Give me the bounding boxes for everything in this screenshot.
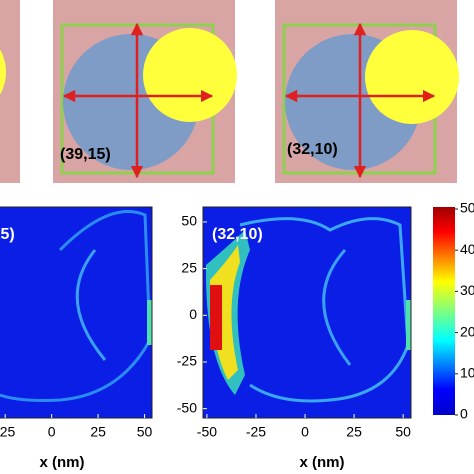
x-tick-label: -50 <box>197 424 217 440</box>
colorbar-tick-label: 0 <box>460 406 468 422</box>
x-tick-label: 0 <box>48 424 56 440</box>
x-axis-label: x (nm) <box>300 454 345 471</box>
y-tick-label: 0 <box>189 306 197 322</box>
x-tick-label: -25 <box>0 424 16 440</box>
colorbar <box>433 207 455 415</box>
plot-frame <box>202 206 412 419</box>
x-axis-label: x (nm) <box>40 454 85 471</box>
colorbar-tick-label: 50 <box>460 200 474 216</box>
x-tick-label: -25 <box>246 424 266 440</box>
y-tick-label: -50 <box>177 399 197 415</box>
schematic-label: (32,10) <box>287 141 338 158</box>
x-tick-label: 25 <box>346 424 362 440</box>
colorbar-tick-label: 20 <box>460 323 474 339</box>
heatmap-label: (39,15) <box>0 226 15 243</box>
y-tick-label: 25 <box>181 259 197 275</box>
colorbar-tick-label: 30 <box>460 282 474 298</box>
x-tick-label: 25 <box>90 424 106 440</box>
schematic-label: (39,15) <box>60 146 111 163</box>
y-tick-label: -25 <box>177 353 197 369</box>
heatmap-label: (32,10) <box>212 226 263 243</box>
schematic: (32,10) <box>275 0 459 183</box>
plot-frame <box>0 206 153 419</box>
colorbar-tick-label: 10 <box>460 365 474 381</box>
heatmap-field <box>0 207 152 418</box>
heatmap-field <box>203 207 411 418</box>
schematic: (39,15) <box>53 0 237 183</box>
schematic-partial <box>0 0 20 183</box>
x-tick-label: 0 <box>301 424 309 440</box>
y-tick-label: 50 <box>181 213 197 229</box>
x-tick-label: 50 <box>137 424 153 440</box>
colorbar-tick-label: 40 <box>460 241 474 257</box>
x-tick-label: 50 <box>395 424 411 440</box>
